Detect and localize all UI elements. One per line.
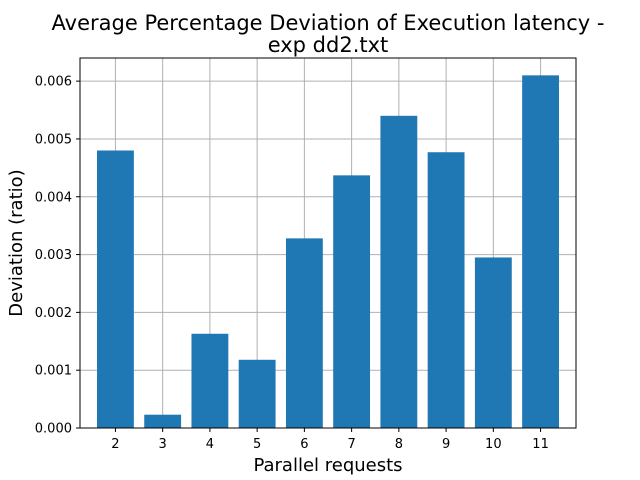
bar-5: [238, 359, 276, 428]
bar-2: [97, 150, 134, 428]
x-tick-label: 2: [111, 437, 119, 452]
y-tick-label: 0.001: [35, 364, 72, 379]
x-tick-label: 4: [206, 437, 214, 452]
bar-9: [427, 152, 465, 428]
y-tick-label: 0.002: [35, 306, 72, 321]
x-tick-label: 3: [159, 437, 167, 452]
x-tick-label: 10: [485, 437, 502, 452]
y-tick-label: 0.004: [35, 190, 72, 205]
bars: [97, 75, 559, 428]
x-tick-label: 5: [253, 437, 261, 452]
axes: 0.000 0.001 0.002 0.003 0.004 0.005 0.006 2 3 4 5 6…: [35, 57, 577, 452]
plot-frame: [79, 57, 577, 429]
x-tick-label: 11: [532, 437, 549, 452]
x-axis-label: Parallel requests: [253, 455, 402, 476]
x-tick-label: 6: [300, 437, 308, 452]
bar-8: [380, 115, 418, 428]
bar-10: [474, 257, 512, 428]
bar-7: [333, 175, 371, 428]
y-tick-label: 0.005: [35, 132, 72, 147]
y-axis-label: Deviation (ratio): [6, 169, 27, 316]
bar-4: [191, 333, 229, 428]
bar-6: [285, 238, 323, 428]
y-tick-label: 0.003: [35, 248, 72, 263]
x-tick-label: 9: [442, 437, 450, 452]
bar-11: [522, 75, 559, 428]
chart-title-line-2: exp dd2.txt: [268, 33, 389, 57]
y-tick-label: 0.006: [35, 75, 72, 90]
chart-title-line-1: Average Percentage Deviation of Executio…: [52, 11, 605, 35]
y-tick-label: 0.000: [35, 422, 72, 437]
bar-3: [144, 414, 182, 428]
x-tick-label: 8: [395, 437, 403, 452]
x-tick-label: 7: [347, 437, 355, 452]
